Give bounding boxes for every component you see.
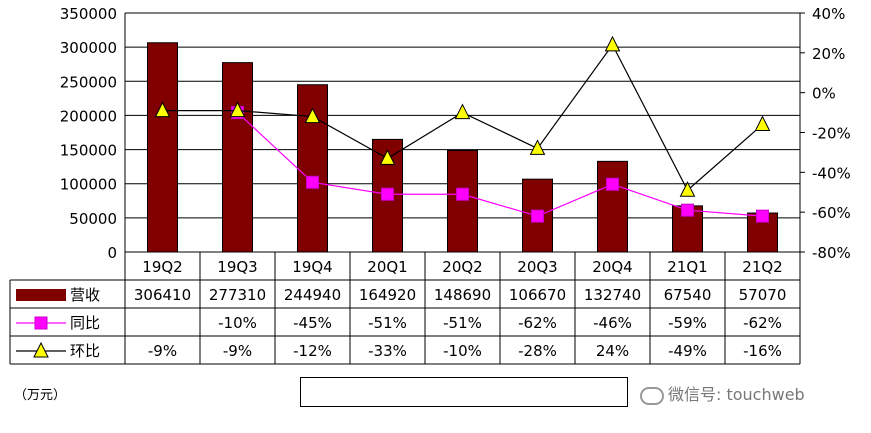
table-cell: -62%: [743, 314, 782, 332]
yoy-point: [681, 203, 694, 217]
table-cell: -9%: [223, 342, 252, 360]
revenue-bars: [147, 42, 778, 253]
table-cell: 67540: [664, 286, 712, 304]
table-cell: 57070: [739, 286, 787, 304]
watermark: 微信号: touchweb: [640, 381, 805, 405]
qoq-point: [604, 35, 621, 52]
right-tick-label: -80%: [812, 244, 851, 262]
yoy-point: [381, 187, 394, 201]
table-cell: 244940: [284, 286, 341, 304]
left-tick-label: 250000: [60, 73, 117, 91]
table-cell: -59%: [668, 314, 707, 332]
row-key-bar: [16, 289, 66, 301]
table-cell: -45%: [293, 314, 332, 332]
axes: 350000 300000 250000 200000 150000 100000 5000…: [60, 5, 851, 262]
row-label: 同比: [70, 314, 100, 332]
table-cell: -46%: [593, 314, 632, 332]
table-cell: -49%: [668, 342, 707, 360]
table-cell: 106670: [509, 286, 566, 304]
category-label: 19Q4: [292, 258, 332, 276]
qoq-point: [529, 139, 546, 155]
table-cell: -12%: [293, 342, 332, 360]
row-key-triangle: [33, 341, 49, 358]
category-label: 20Q2: [442, 258, 482, 276]
table-cell: -51%: [368, 314, 407, 332]
revenue-bar: [447, 149, 478, 253]
unit-label: （万元）: [14, 388, 67, 403]
right-tick-label: 0%: [812, 85, 836, 103]
wechat-icon: [640, 386, 664, 405]
category-label: 19Q2: [142, 258, 182, 276]
series-line: [237, 112, 763, 217]
right-tick-label: -40%: [812, 164, 851, 182]
table-cell: 277310: [209, 286, 266, 304]
table-cell: -62%: [518, 314, 557, 332]
line-series: [154, 35, 771, 223]
left-tick-label: 200000: [60, 107, 117, 125]
table-cell: 306410: [134, 286, 191, 304]
row-key-square: [34, 316, 48, 330]
table-cell: -9%: [148, 342, 177, 360]
legend-box: [300, 377, 628, 407]
category-label: 20Q1: [367, 258, 407, 276]
category-label: 19Q3: [217, 258, 257, 276]
left-tick-label: 350000: [60, 5, 117, 23]
table-cell: -16%: [743, 342, 782, 360]
revenue-bar: [222, 62, 253, 253]
right-tick-label: -60%: [812, 204, 851, 222]
left-tick-label: 150000: [60, 142, 117, 160]
yoy-point: [306, 175, 319, 189]
right-tick-label: -20%: [812, 125, 851, 143]
qoq-point: [229, 101, 246, 118]
yoy-point: [531, 209, 544, 223]
watermark-text: 微信号: touchweb: [668, 385, 805, 404]
category-label: 21Q2: [742, 258, 782, 276]
right-tick-label: 40%: [812, 5, 845, 23]
row-label: 环比: [70, 342, 100, 360]
qoq-point: [454, 103, 471, 120]
table-cell: -10%: [443, 342, 482, 360]
qoq-point: [679, 181, 696, 197]
category-label: 20Q3: [517, 258, 557, 276]
table-cell: -51%: [443, 314, 482, 332]
table-cell: 148690: [434, 286, 491, 304]
category-label: 21Q1: [667, 258, 707, 276]
revenue-bar: [147, 42, 178, 253]
revenue-bar: [597, 160, 628, 253]
table-cell: -10%: [218, 314, 257, 332]
right-tick-label: 20%: [812, 45, 845, 63]
table-cell: -28%: [518, 342, 557, 360]
table-cell: 132740: [584, 286, 641, 304]
table-cell: 164920: [359, 286, 416, 304]
table-cell: -33%: [368, 342, 407, 360]
yoy-point: [756, 209, 769, 223]
qoq-point: [154, 101, 171, 118]
category-label: 20Q4: [592, 258, 632, 276]
yoy-point: [456, 187, 469, 201]
row-label: 营收: [70, 286, 100, 304]
left-tick-label: 0: [107, 244, 117, 262]
qoq-point: [304, 107, 321, 124]
table-cell: 24%: [596, 342, 629, 360]
left-tick-label: 50000: [69, 210, 117, 228]
left-tick-label: 100000: [60, 176, 117, 194]
left-tick-label: 300000: [60, 39, 117, 57]
qoq-point: [754, 115, 771, 132]
qoq-point: [379, 149, 396, 165]
yoy-point: [606, 177, 619, 191]
data-table: 19Q2 19Q3 19Q4 20Q1 20Q2 20Q3 20Q4 21Q1 21Q2 营收 30…: [9, 252, 801, 365]
